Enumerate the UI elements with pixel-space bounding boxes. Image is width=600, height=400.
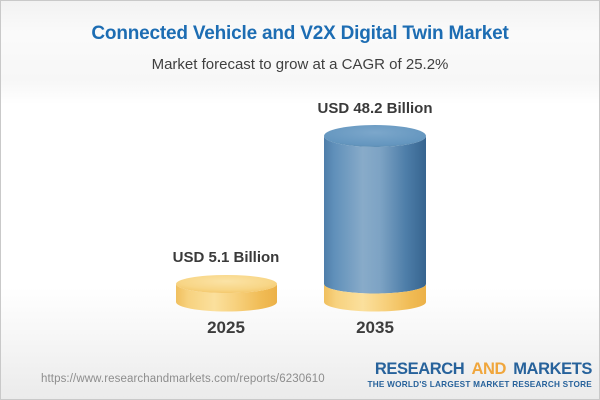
report-url: https://www.researchandmarkets.com/repor… bbox=[41, 373, 325, 385]
value-label-2025: USD 5.1 Billion bbox=[172, 249, 280, 266]
chart-subtitle: Market forecast to grow at a CAGR of 25.… bbox=[151, 56, 449, 73]
bar-2035-yellow-base bbox=[324, 284, 426, 312]
bar-2035-top bbox=[324, 125, 426, 147]
logo-wordmark: RESEARCH AND MARKETS bbox=[368, 360, 593, 378]
category-label-2035: 2035 bbox=[356, 318, 394, 337]
value-label-2035: USD 48.2 Billion bbox=[317, 100, 433, 117]
logo-word-markets: MARKETS bbox=[513, 360, 592, 378]
researchandmarkets-logo: RESEARCH AND MARKETS THE WORLD'S LARGEST… bbox=[367, 360, 593, 390]
logo-word-research: RESEARCH bbox=[374, 360, 465, 378]
bar-2025-cylinder bbox=[176, 275, 277, 312]
bar-2025-top bbox=[176, 275, 277, 293]
bar-2035-body bbox=[324, 136, 426, 294]
bar-2025-body bbox=[176, 284, 277, 312]
bar-2035-cylinder bbox=[324, 125, 426, 312]
category-label-2025: 2025 bbox=[207, 318, 245, 337]
logo-word-and: AND bbox=[471, 360, 507, 378]
chart-title: Connected Vehicle and V2X Digital Twin M… bbox=[91, 23, 509, 44]
logo-tagline: THE WORLD'S LARGEST MARKET RESEARCH STOR… bbox=[367, 380, 592, 390]
